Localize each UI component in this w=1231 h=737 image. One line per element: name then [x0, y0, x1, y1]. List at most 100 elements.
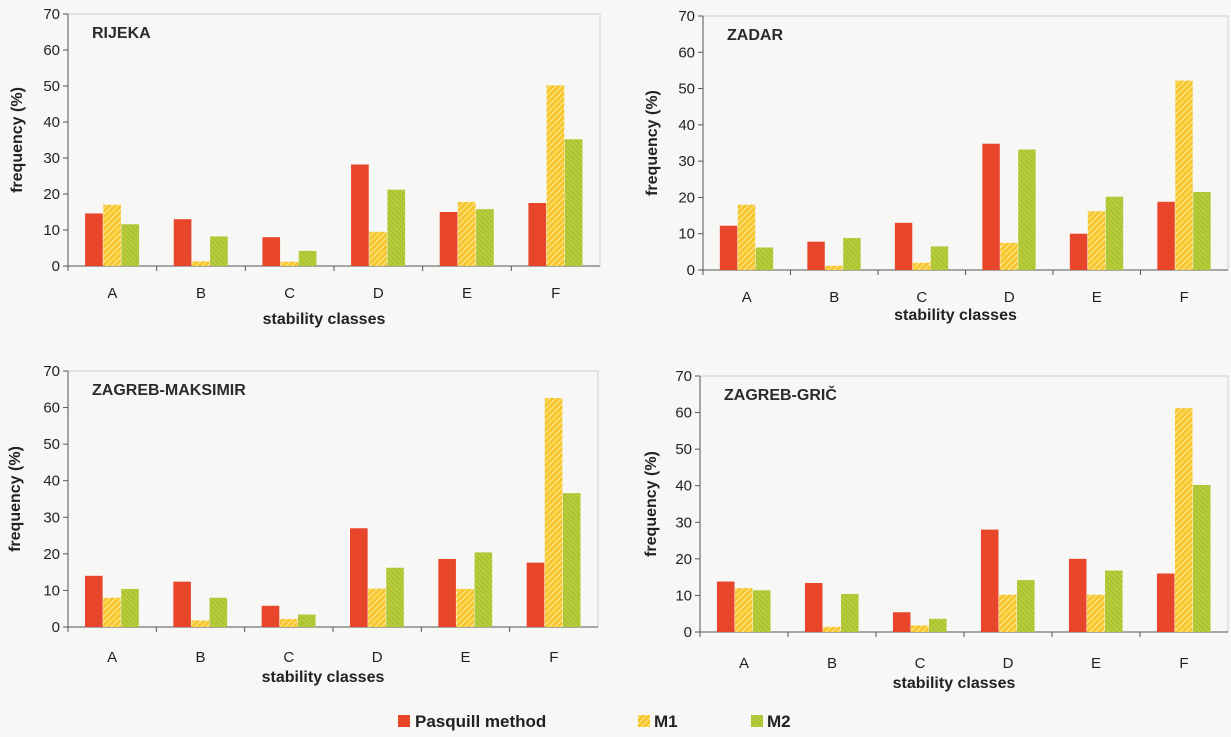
x-tick-label: C — [915, 655, 926, 672]
bar-m1-A — [734, 588, 753, 632]
x-tick-label: F — [1179, 655, 1188, 672]
panel-rijeka: 0 10 20 30 40 50 60 70 A B C D E F RIJEKA stability cla… — [9, 6, 601, 328]
y-axis-title: frequency (%) — [643, 451, 660, 557]
x-tick-label: E — [1092, 289, 1102, 306]
bar-m2-D — [1017, 580, 1035, 632]
x-tick-label: F — [1180, 289, 1189, 306]
x-tick-label: C — [284, 285, 295, 302]
bar-m2-C — [929, 618, 947, 632]
y-tick-label: 20 — [678, 189, 695, 206]
y-tick-label: 50 — [43, 436, 60, 453]
y-tick-label: 20 — [675, 551, 692, 568]
x-tick-label: E — [1091, 655, 1101, 672]
bar-pasquill-method-A — [85, 213, 103, 266]
x-tick-label: B — [829, 289, 839, 306]
x-tick-label: A — [739, 655, 749, 672]
bar-pasquill-method-D — [982, 143, 1000, 270]
bar-m1-A — [737, 204, 756, 270]
legend-swatch-pasquill — [398, 715, 410, 727]
bar-pasquill-method-E — [438, 558, 456, 627]
bar-m2-B — [210, 236, 228, 266]
bar-m1-C — [912, 262, 931, 270]
panel-title: RIJEKA — [92, 25, 151, 42]
x-axis-title: stability classes — [894, 307, 1017, 324]
y-tick-label: 40 — [43, 473, 60, 490]
bar-m1-D — [998, 594, 1017, 632]
bar-m2-E — [1105, 196, 1124, 270]
x-tick-label: E — [462, 285, 472, 302]
x-axis-title: stability classes — [893, 675, 1016, 692]
bar-m2-A — [755, 247, 774, 270]
bar-m1-F — [546, 85, 565, 266]
bar-m2-A — [753, 590, 771, 632]
bar-m1-F — [544, 398, 563, 627]
panel-title: ZADAR — [727, 27, 783, 44]
y-tick-label: 70 — [675, 368, 692, 385]
bar-m1-B — [191, 261, 210, 266]
x-tick-label: D — [373, 285, 384, 302]
legend-swatch-m1 — [638, 715, 650, 727]
x-tick-label: C — [283, 649, 294, 666]
panel-zagreb-maksimir: 0 10 20 30 40 50 60 70 A B C D E F ZAGREB-MAKSIMIR stab… — [7, 363, 599, 686]
y-tick-label: 10 — [675, 587, 692, 604]
bar-m2-C — [297, 614, 316, 627]
bar-pasquill-method-F — [1156, 573, 1175, 632]
y-tick-label: 50 — [675, 441, 692, 458]
bar-m1-A — [103, 597, 121, 627]
x-tick-label: D — [372, 649, 383, 666]
bar-pasquill-method-B — [807, 241, 825, 270]
y-tick-label: 10 — [43, 582, 60, 599]
panel-title: ZAGREB-MAKSIMIR — [92, 382, 246, 399]
y-tick-label: 60 — [43, 400, 60, 417]
x-tick-label: A — [742, 289, 752, 306]
panel-zadar: 0 10 20 30 40 50 60 70 A B C D E F ZADAR stability clas… — [644, 8, 1229, 324]
x-tick-label: B — [196, 285, 206, 302]
legend-label-m1: M1 — [654, 712, 678, 731]
bar-m2-A — [121, 224, 140, 266]
y-tick-label: 0 — [684, 624, 692, 641]
bar-pasquill-method-F — [528, 203, 547, 266]
legend: Pasquill method M1 M2 — [398, 712, 791, 731]
bar-pasquill-method-B — [173, 581, 191, 627]
x-tick-label: C — [916, 289, 927, 306]
x-tick-label: E — [460, 649, 470, 666]
x-tick-label: D — [1003, 655, 1014, 672]
legend-label-m2: M2 — [767, 712, 791, 731]
chart-panels: 0 10 20 30 40 50 60 70 A B C D E F RIJEKA stability cla… — [7, 6, 1229, 692]
y-tick-label: 0 — [52, 619, 60, 636]
panel-zagreb-gri: 0 10 20 30 40 50 60 70 A B C D E F ZAGREB-GRIČ stabilit… — [643, 368, 1229, 692]
y-tick-label: 50 — [678, 81, 695, 98]
x-tick-label: A — [107, 285, 117, 302]
y-tick-label: 40 — [678, 117, 695, 134]
bar-m2-D — [387, 189, 406, 266]
bar-m1-E — [1087, 211, 1106, 270]
plot-frame — [67, 370, 599, 628]
x-tick-label: F — [549, 649, 558, 666]
plot-frame — [702, 15, 1229, 271]
bar-pasquill-method-B — [173, 219, 192, 266]
y-tick-label: 10 — [43, 222, 60, 239]
bar-m2-D — [1018, 149, 1036, 270]
bar-pasquill-method-F — [526, 562, 545, 627]
y-tick-label: 20 — [43, 186, 60, 203]
bar-m2-F — [1193, 484, 1211, 632]
bar-m2-C — [930, 246, 949, 270]
bar-m1-A — [103, 204, 121, 266]
y-axis-title: frequency (%) — [644, 90, 661, 196]
bar-pasquill-method-C — [261, 605, 280, 627]
y-tick-label: 60 — [675, 405, 692, 422]
y-tick-label: 60 — [43, 42, 60, 59]
bar-m1-B — [822, 626, 841, 632]
y-tick-label: 60 — [678, 44, 695, 61]
bar-pasquill-method-A — [719, 225, 738, 270]
bar-m1-B — [825, 265, 843, 270]
x-axis-title: stability classes — [263, 311, 386, 328]
y-tick-label: 70 — [43, 363, 60, 380]
y-tick-label: 30 — [43, 509, 60, 526]
bar-pasquill-method-B — [804, 582, 823, 632]
bar-m1-F — [1175, 80, 1193, 271]
bar-m1-C — [280, 261, 299, 266]
y-axis-title: frequency (%) — [7, 446, 24, 552]
bar-m1-E — [456, 588, 475, 627]
